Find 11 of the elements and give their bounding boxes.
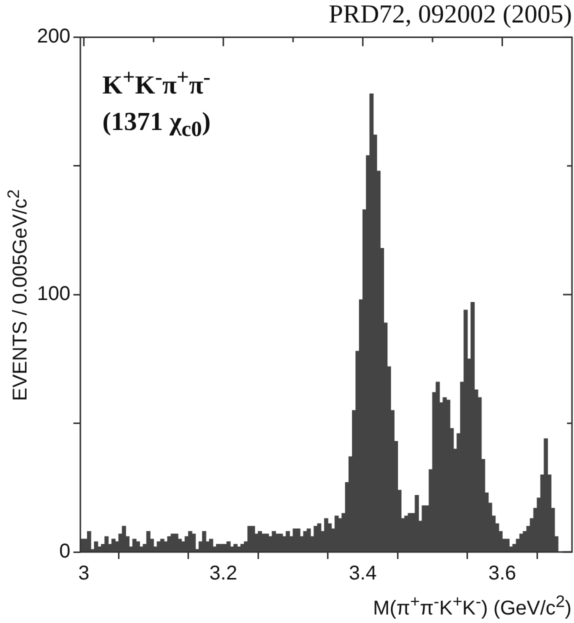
chart-title: PRD72, 092002 (2005) xyxy=(328,0,572,28)
annotation: K$^{+}$K$^{-}$π$^{+}$π$^{-}$ xyxy=(102,65,210,101)
x-tick-label: 3.2 xyxy=(209,562,238,585)
x-tick-label: 3.6 xyxy=(488,562,516,585)
text: M(π$^{+}$π$^{-}$K$^{+}$K$^{-}$) (GeV/c$^{2}$) xyxy=(373,592,572,620)
x-tick-label: 3.4 xyxy=(348,562,377,585)
y-tick-label: 200 xyxy=(36,26,70,48)
x-tick-label: 3 xyxy=(78,562,90,585)
annotation: (1371 χ$_{c0}$) xyxy=(102,107,211,142)
y-tick-label: 0 xyxy=(59,540,70,563)
y-tick-label: 100 xyxy=(36,283,70,306)
